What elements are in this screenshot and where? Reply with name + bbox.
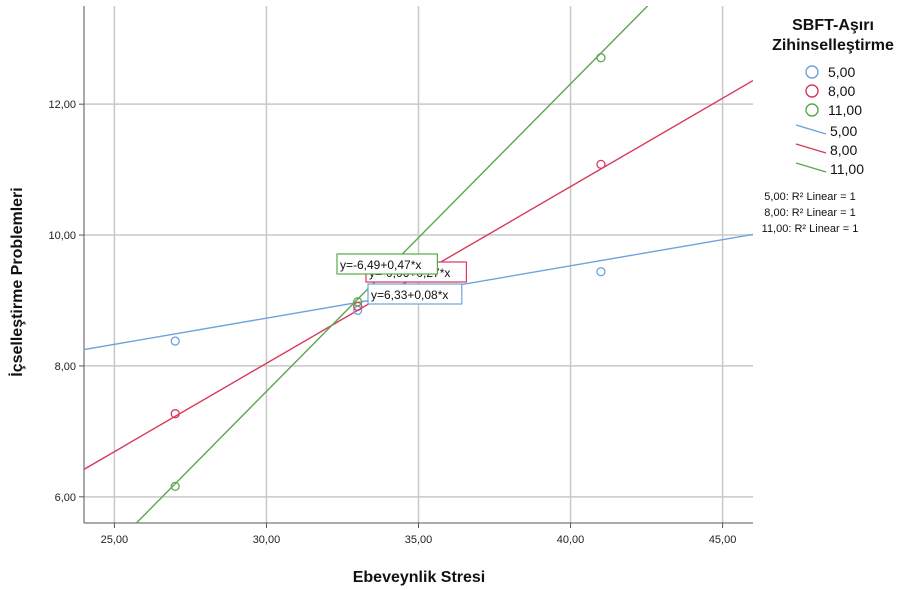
equation-box — [336, 253, 439, 275]
legend-label: 11,00 — [830, 161, 864, 177]
data-points — [170, 53, 606, 492]
x-tick-label: 35,00 — [405, 534, 433, 546]
x-tick-label: 30,00 — [253, 534, 281, 546]
x-tick-labels: 25,00 30,00 35,00 40,00 45,00 — [101, 523, 737, 546]
data-point-11-00 — [170, 481, 180, 492]
legend-marker-8-00 — [805, 84, 819, 98]
legend-label: 5,00 — [828, 64, 855, 80]
legend-line-5-00 — [795, 124, 827, 135]
data-point-11-00 — [596, 53, 606, 63]
legend-label: 11,00 — [828, 102, 862, 118]
legend-label: 8,00 — [828, 83, 855, 99]
data-point-8-00 — [596, 159, 606, 170]
equation-label-5-00: y=6,33+0,08*x — [367, 283, 463, 305]
y-axis-title: İçselleştirme Problemleri — [8, 187, 26, 376]
legend-marker-11-00 — [805, 103, 819, 117]
legend-title-line-2: Zihinselleştirme — [772, 37, 894, 54]
legend-label: 8,00 — [830, 142, 857, 158]
y-tick-label: 8,00 — [55, 361, 76, 373]
fit-line-11-00 — [135, 6, 649, 523]
gridlines — [84, 6, 753, 523]
legend-line-11-00 — [795, 162, 827, 173]
legend-items: 5,00 8,00 11,00 5,00 8,00 11,00 — [795, 64, 864, 177]
data-point-8-00 — [170, 409, 180, 419]
r2-label: 11,00: R² Linear = 1 — [762, 223, 859, 235]
data-point-5-00 — [596, 267, 606, 277]
x-tick-label: 40,00 — [557, 534, 585, 546]
x-tick-label: 45,00 — [709, 534, 737, 546]
data-point-5-00 — [170, 336, 180, 346]
x-axis-title: Ebeveynlik Stresi — [353, 569, 486, 586]
data-point-8-00 — [353, 301, 363, 312]
legend-title-line-1: SBFT-Aşırı — [792, 17, 874, 34]
y-tick-label: 12,00 — [48, 99, 76, 111]
legend-marker-5-00 — [805, 65, 819, 79]
x-tick-label: 25,00 — [101, 534, 129, 546]
r2-labels: 5,00: R² Linear = 1 8,00: R² Linear = 1 11… — [762, 191, 859, 235]
r2-label: 5,00: R² Linear = 1 — [764, 191, 855, 203]
equation-text: y=-6,49+0,47*x — [340, 258, 421, 272]
equation-box — [367, 283, 463, 305]
data-point-11-00 — [353, 297, 363, 307]
equation-labels: y=6,33+0,08*xy=-0,06+0,27*xy=-6,49+0,47*… — [336, 253, 468, 305]
y-tick-label: 6,00 — [55, 492, 76, 504]
equation-label-11-00: y=-6,49+0,47*x — [336, 253, 439, 275]
equation-text: y=6,33+0,08*x — [371, 288, 448, 302]
legend-label: 5,00 — [830, 123, 857, 139]
r2-label: 8,00: R² Linear = 1 — [764, 207, 855, 219]
y-tick-labels: 6,00 8,00 10,00 12,00 — [48, 99, 84, 504]
legend: SBFT-Aşırı Zihinselleştirme 5,00 8,00 11,0… — [762, 17, 894, 235]
legend-line-8-00 — [795, 143, 827, 154]
y-tick-label: 10,00 — [48, 230, 76, 242]
